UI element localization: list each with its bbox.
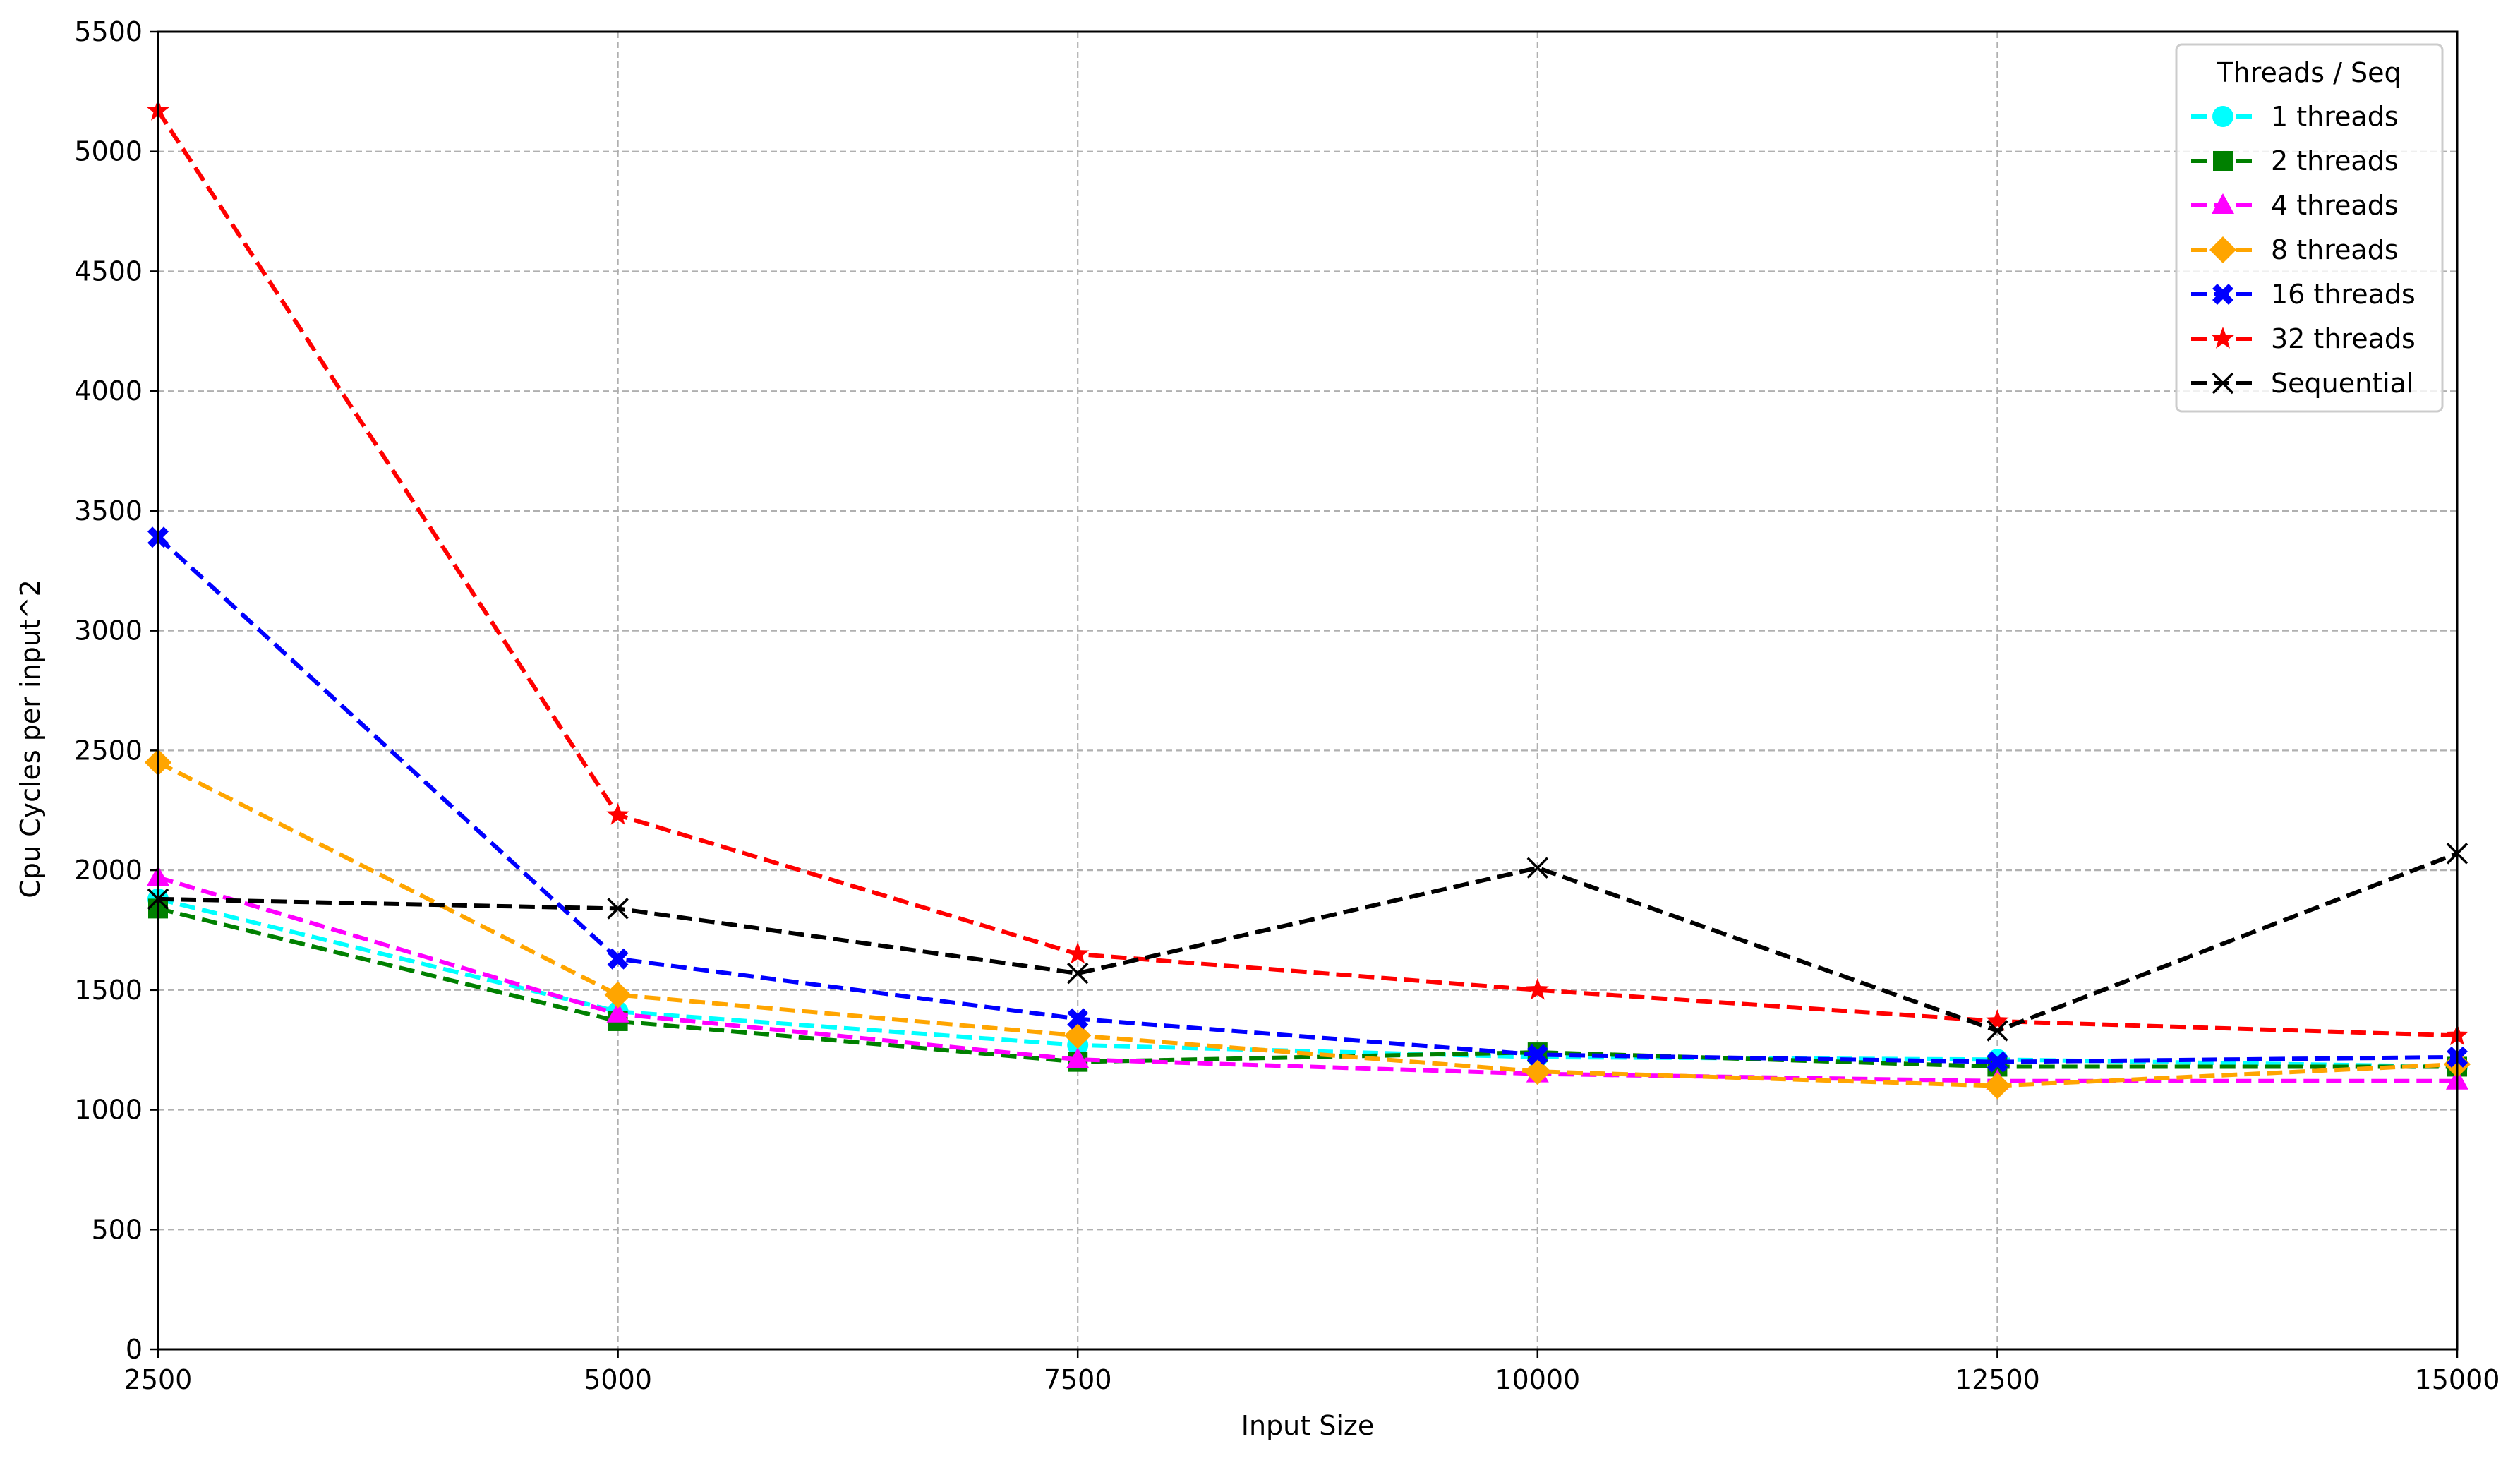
series-layer (145, 99, 2471, 1100)
axes (150, 30, 2459, 1358)
x-tick-label: 7500 (1044, 1364, 1112, 1395)
data-point (607, 948, 629, 970)
legend-label: 4 threads (2271, 190, 2399, 221)
plot-frame (157, 30, 2459, 1351)
legend-title: Threads / Seq (2216, 57, 2401, 88)
data-point (1064, 1022, 1092, 1049)
series-16-threads (147, 526, 2468, 1073)
legend-entry: Sequential (2191, 368, 2413, 399)
tick-labels: 2500 5000 7500 10000 12500 15000 0 500 1000 1500 2… (74, 16, 2500, 1395)
legend-marker (2212, 193, 2234, 214)
legend-marker (2212, 284, 2233, 305)
series-line (157, 906, 2457, 1069)
y-tick-label: 2000 (74, 855, 143, 886)
data-point (1067, 1008, 1089, 1030)
data-point (1986, 1009, 2009, 1031)
legend-entry: 1 threads (2191, 101, 2399, 132)
series-32-threads (146, 99, 2469, 1046)
data-point (1526, 857, 1549, 879)
x-tick-label: 10000 (1495, 1364, 1580, 1395)
x-axis-label: Input Size (1241, 1410, 1374, 1441)
legend-marker (2209, 236, 2236, 263)
series-line (156, 109, 2458, 1038)
x-tick-label: 5000 (584, 1364, 652, 1395)
y-tick-label: 3000 (74, 615, 143, 646)
data-point (1987, 1051, 2008, 1073)
data-point (1526, 1044, 1548, 1066)
legend-marker (2211, 327, 2235, 349)
data-point (606, 803, 629, 825)
legend-marker (2212, 372, 2234, 395)
data-point (606, 1001, 629, 1023)
data-point (607, 898, 629, 920)
legend-entry: 16 threads (2191, 279, 2416, 310)
series-line (157, 760, 2458, 1088)
x-tick-label: 15000 (2415, 1364, 2500, 1395)
legend-label: 1 threads (2271, 101, 2399, 132)
data-point (1984, 1072, 2011, 1100)
data-point (1524, 1058, 1551, 1085)
series-line (157, 896, 2458, 1069)
data-point (1066, 962, 1089, 985)
grid (157, 30, 2459, 1351)
y-tick-label: 3500 (74, 495, 143, 526)
legend-label: Sequential (2271, 368, 2413, 399)
legend-entries: 1 threads 2 threads 4 threads 8 threads 16 t… (2191, 101, 2416, 399)
y-tick-label: 1000 (74, 1095, 143, 1126)
legend-label: 32 threads (2271, 323, 2416, 354)
legend-entry: 8 threads (2191, 234, 2399, 265)
series-line (157, 851, 2459, 1033)
data-point (1987, 1020, 2008, 1042)
y-tick-label: 5000 (74, 136, 143, 167)
legend-entry: 32 threads (2191, 323, 2416, 354)
y-axis-label: Cpu Cycles per input^2 (15, 579, 46, 898)
data-point (1066, 1047, 1090, 1068)
legend-marker (2213, 151, 2233, 171)
legend-marker (2212, 106, 2233, 127)
y-tick-label: 1500 (74, 975, 143, 1006)
legend: Threads / Seq 1 threads 2 threads 4 thread… (2175, 43, 2444, 413)
data-point (1526, 977, 1549, 1000)
legend-label: 16 threads (2271, 279, 2416, 310)
legend-label: 2 threads (2271, 145, 2399, 176)
series-8-threads (145, 749, 2471, 1100)
y-tick-label: 5500 (74, 16, 143, 47)
legend-entry: 4 threads (2191, 190, 2399, 221)
y-tick-label: 2500 (74, 735, 143, 766)
legend-label: 8 threads (2271, 234, 2399, 265)
series-line (156, 536, 2458, 1064)
y-tick-label: 0 (126, 1334, 143, 1365)
x-tick-label: 2500 (124, 1364, 193, 1395)
legend-entry: 2 threads (2191, 145, 2399, 176)
y-tick-label: 4000 (74, 375, 143, 407)
x-tick-label: 12500 (1955, 1364, 2040, 1395)
y-tick-label: 4500 (74, 255, 143, 287)
y-tick-label: 500 (91, 1214, 143, 1245)
series-sequential (147, 843, 2468, 1042)
legend-box (2175, 43, 2444, 413)
data-point (1066, 941, 1090, 964)
data-point (604, 981, 632, 1009)
